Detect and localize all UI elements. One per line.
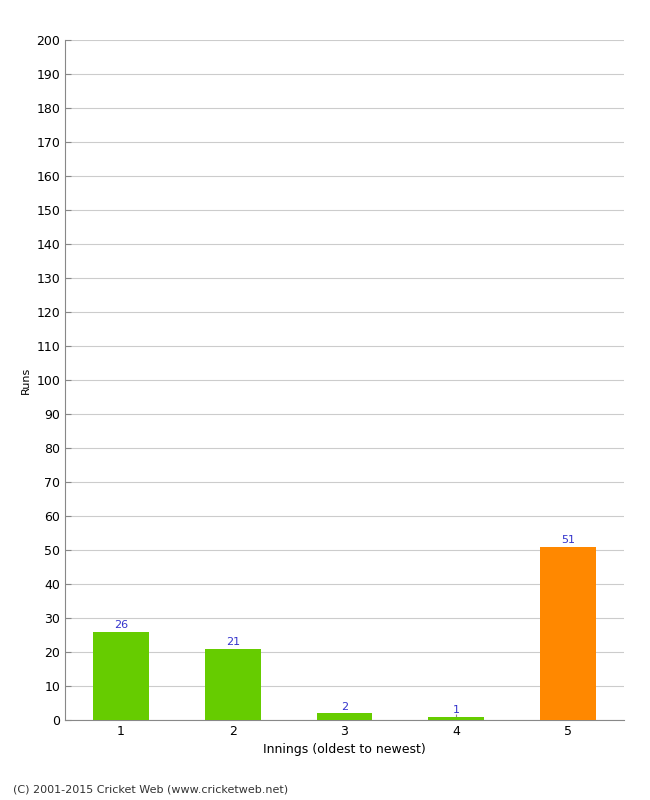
Text: 2: 2 — [341, 702, 348, 711]
Text: 1: 1 — [453, 705, 460, 715]
Bar — [205, 649, 261, 720]
Bar — [317, 714, 372, 720]
Text: 26: 26 — [114, 620, 128, 630]
Bar — [93, 632, 149, 720]
X-axis label: Innings (oldest to newest): Innings (oldest to newest) — [263, 743, 426, 757]
Y-axis label: Runs: Runs — [21, 366, 31, 394]
Text: 21: 21 — [226, 637, 240, 647]
Text: 51: 51 — [561, 535, 575, 545]
Bar — [540, 546, 596, 720]
Text: (C) 2001-2015 Cricket Web (www.cricketweb.net): (C) 2001-2015 Cricket Web (www.cricketwe… — [13, 784, 288, 794]
Bar — [428, 717, 484, 720]
